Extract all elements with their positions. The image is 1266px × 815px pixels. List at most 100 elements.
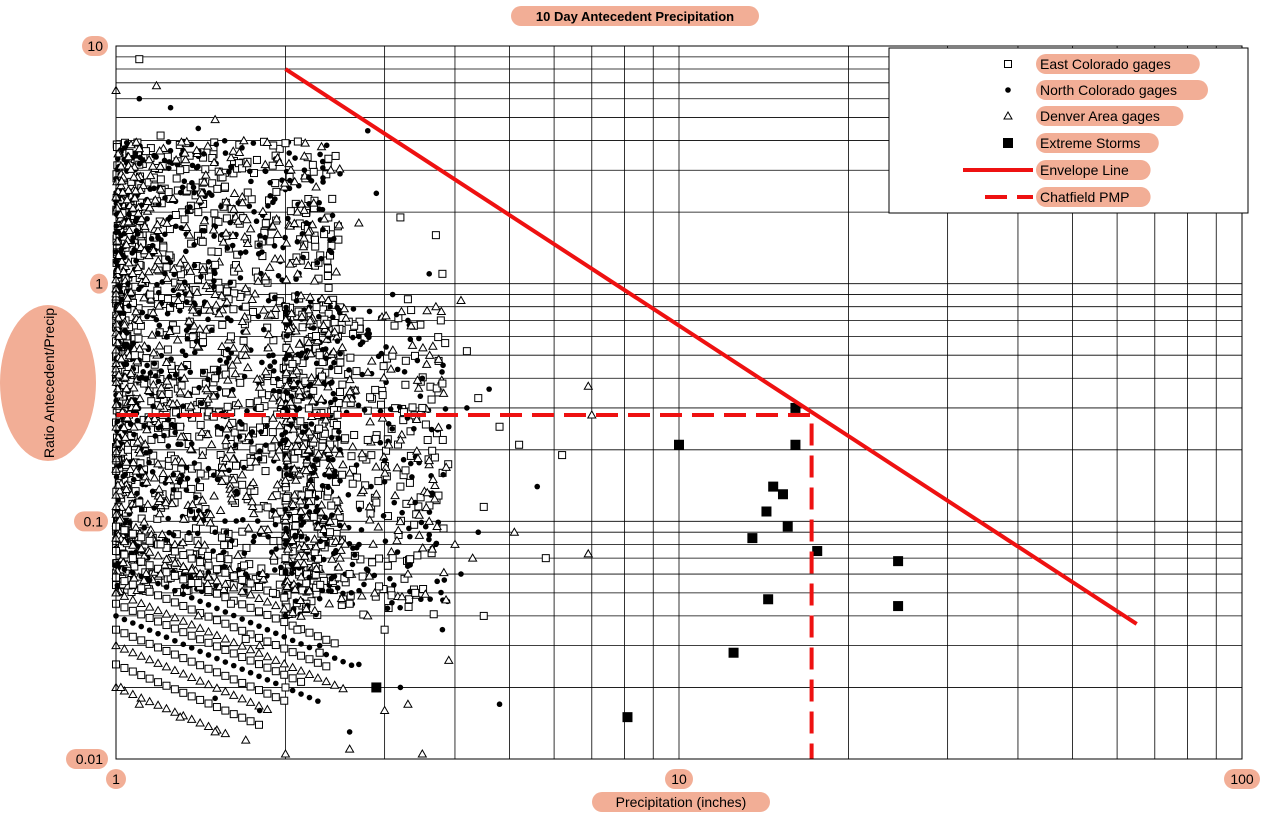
denver-area-point [141, 568, 152, 577]
denver-area-point [293, 551, 304, 561]
east-colorado-point [240, 561, 249, 570]
north-colorado-point [169, 301, 175, 308]
denver-area-point [309, 276, 320, 285]
denver-area-point [329, 680, 340, 689]
north-colorado-point [193, 494, 199, 501]
denver-area-point [129, 422, 139, 431]
denver-area-point [327, 554, 337, 563]
east-colorado-point [164, 188, 173, 197]
east-colorado-point [293, 137, 302, 146]
denver-area-point [131, 522, 141, 532]
north-colorado-point [172, 429, 178, 436]
denver-area-point [280, 748, 291, 758]
north-colorado-point [163, 634, 170, 641]
east-colorado-point [367, 451, 376, 460]
denver-area-point [216, 290, 227, 300]
denver-area-point [113, 250, 124, 260]
north-colorado-point [323, 651, 330, 658]
denver-area-point [175, 387, 186, 396]
denver-area-point [363, 367, 373, 376]
denver-area-point [313, 449, 324, 458]
north-colorado-point [209, 327, 215, 333]
east-colorado-point [170, 598, 179, 607]
denver-area-point [337, 342, 348, 352]
east-colorado-point [204, 586, 213, 595]
east-colorado-point [220, 541, 229, 550]
denver-area-point [154, 508, 165, 518]
denver-area-point [362, 610, 373, 620]
denver-area-point [311, 541, 321, 551]
denver-area-point [296, 199, 307, 208]
north-colorado-point [213, 141, 220, 148]
north-colorado-point [305, 455, 311, 462]
east-colorado-point [222, 388, 231, 397]
denver-area-point [245, 223, 256, 233]
east-colorado-point [196, 469, 205, 478]
east-colorado-point [290, 454, 299, 463]
denver-area-point [142, 499, 153, 508]
east-colorado-point [196, 420, 205, 429]
denver-area-point [139, 245, 150, 255]
denver-area-point [336, 593, 347, 602]
north-colorado-point [325, 456, 332, 463]
denver-area-point [247, 294, 258, 303]
east-colorado-point [263, 503, 272, 512]
denver-area-point [127, 540, 138, 549]
east-colorado-point [401, 380, 410, 389]
denver-area-point [272, 479, 283, 489]
denver-area-point [112, 236, 123, 245]
north-colorado-point [271, 243, 278, 249]
denver-area-point [323, 295, 334, 304]
denver-area-point [116, 256, 127, 265]
north-colorado-point [270, 199, 276, 206]
denver-area-point [282, 544, 293, 553]
x-tick-highlight [665, 769, 693, 789]
east-colorado-point [261, 219, 270, 228]
denver-area-point [161, 357, 172, 366]
denver-area-point [341, 313, 351, 322]
denver-area-point [143, 413, 154, 423]
denver-area-point [583, 381, 594, 390]
north-colorado-point [330, 456, 336, 463]
denver-area-point [353, 217, 364, 227]
denver-area-point [203, 721, 214, 731]
denver-area-point [417, 748, 428, 758]
denver-area-point [134, 315, 145, 324]
north-colorado-point [256, 455, 263, 462]
denver-area-point [262, 137, 273, 146]
east-colorado-point [495, 422, 504, 431]
denver-area-point [179, 373, 190, 382]
east-colorado-point [378, 391, 387, 400]
east-colorado-point [269, 537, 278, 546]
east-colorado-point [282, 493, 291, 502]
legend-marker [1004, 60, 1012, 68]
denver-area-point [268, 221, 278, 230]
north-colorado-point [239, 666, 245, 672]
denver-area-point [204, 305, 215, 314]
legend-marker [1005, 87, 1011, 93]
denver-area-point [221, 228, 231, 237]
north-colorado-point [271, 567, 278, 573]
denver-area-point [301, 603, 312, 613]
denver-area-point [371, 461, 381, 471]
north-colorado-point [366, 308, 373, 315]
denver-area-point [254, 593, 264, 602]
east-colorado-point [229, 649, 238, 658]
east-colorado-point [348, 479, 357, 488]
east-colorado-point [271, 614, 280, 623]
north-colorado-point [146, 459, 152, 466]
north-colorado-point [195, 163, 201, 170]
east-colorado-point [176, 166, 185, 175]
extreme-storm-point [790, 439, 801, 450]
east-colorado-point [388, 554, 397, 563]
denver-area-point [140, 439, 151, 448]
east-colorado-point [305, 655, 314, 664]
north-colorado-point [179, 184, 186, 191]
north-colorado-point [336, 428, 342, 435]
tick-labels: 0.01 0.1 1 10 1 10 100 [66, 36, 1260, 789]
east-colorado-point [176, 422, 185, 431]
denver-area-point [185, 266, 196, 275]
north-colorado-point [156, 322, 163, 329]
denver-area-point [586, 410, 597, 419]
east-colorado-point [247, 195, 256, 204]
